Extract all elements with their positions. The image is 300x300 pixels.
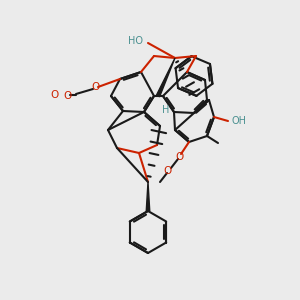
Text: OH: OH [232, 116, 247, 126]
Text: HO: HO [128, 36, 143, 46]
Text: H: H [162, 105, 169, 115]
Text: O: O [51, 90, 59, 100]
Text: O: O [91, 82, 99, 92]
Text: O: O [64, 91, 72, 101]
Polygon shape [146, 182, 150, 211]
Text: O: O [164, 166, 172, 176]
Text: O: O [175, 152, 183, 162]
Polygon shape [156, 58, 175, 97]
